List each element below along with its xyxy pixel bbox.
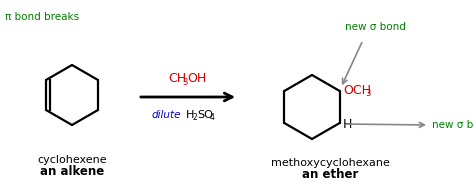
Text: dilute: dilute (152, 110, 182, 120)
Text: π bond breaks: π bond breaks (5, 12, 79, 22)
Text: methoxycyclohexane: methoxycyclohexane (271, 158, 390, 168)
Text: an ether: an ether (302, 168, 358, 181)
Text: H: H (186, 110, 194, 120)
Text: an alkene: an alkene (40, 165, 104, 178)
Text: new σ bond: new σ bond (345, 22, 405, 32)
Text: OH: OH (187, 72, 206, 85)
Text: OCH: OCH (344, 83, 372, 96)
Text: cyclohexene: cyclohexene (37, 155, 107, 165)
Text: CH: CH (168, 72, 186, 85)
Text: 3: 3 (182, 78, 187, 87)
Text: H: H (343, 119, 352, 132)
Text: 2: 2 (193, 113, 198, 122)
Text: new σ bond: new σ bond (432, 120, 474, 130)
Text: SO: SO (197, 110, 213, 120)
Text: 3: 3 (366, 89, 371, 97)
Text: 4: 4 (210, 113, 215, 122)
